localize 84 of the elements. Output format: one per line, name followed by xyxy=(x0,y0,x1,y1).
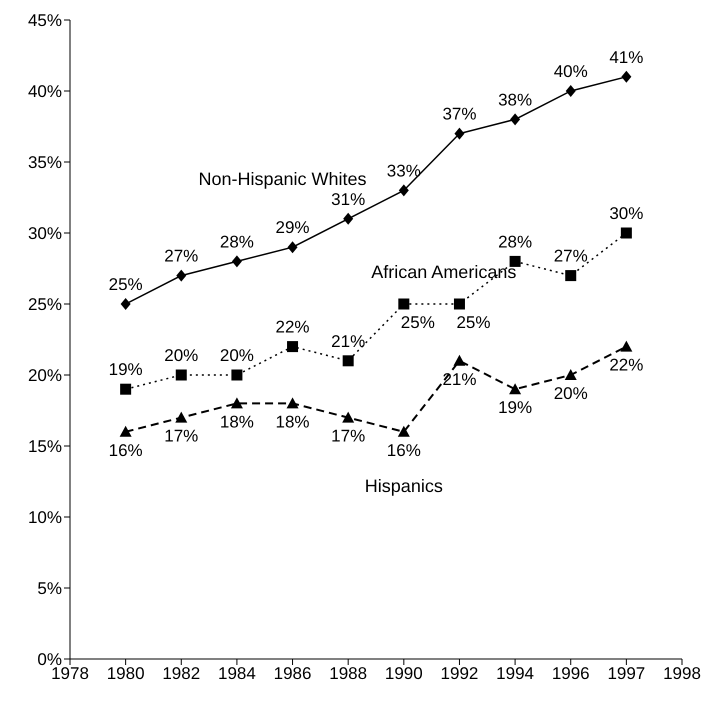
data-label: 21% xyxy=(331,332,366,351)
data-label: 25% xyxy=(400,313,435,332)
data-label: 22% xyxy=(609,356,644,375)
x-tick-label: 1984 xyxy=(218,664,256,684)
series-label: Non-Hispanic Whites xyxy=(198,169,367,190)
data-label: 30% xyxy=(609,204,644,223)
point xyxy=(454,298,465,310)
point xyxy=(566,85,576,97)
data-label: 25% xyxy=(108,275,143,294)
data-label: 17% xyxy=(331,426,366,446)
x-tick-label: 1992 xyxy=(440,664,478,684)
y-tick-label: 35% xyxy=(28,153,62,172)
x-tick-label: 1982 xyxy=(162,664,200,684)
text: Hispanics xyxy=(364,476,443,496)
point xyxy=(398,298,410,310)
data-label: 19% xyxy=(498,398,532,418)
point xyxy=(176,270,186,282)
point xyxy=(230,397,243,408)
data-label: 20% xyxy=(220,346,254,365)
x-tick-label: 1998 xyxy=(663,664,701,684)
data-label: 41% xyxy=(609,48,644,67)
y-tick-label: 45% xyxy=(28,11,62,30)
point xyxy=(454,128,464,140)
point xyxy=(620,340,632,352)
x-tick-label: 1988 xyxy=(329,664,368,684)
point xyxy=(120,426,132,437)
point xyxy=(343,212,354,225)
y-tick-label: 20% xyxy=(28,366,62,386)
point xyxy=(120,384,132,395)
data-label: 16% xyxy=(108,440,143,460)
x-tick-label: 1990 xyxy=(384,664,423,684)
point xyxy=(286,397,299,408)
data-label: 40% xyxy=(554,62,588,81)
point xyxy=(176,370,187,380)
data-label: 22% xyxy=(276,318,310,337)
data-label: 25% xyxy=(456,313,490,332)
y-tick-label: 25% xyxy=(28,295,62,314)
data-label: 28% xyxy=(220,232,254,252)
data-label: 31% xyxy=(331,190,366,209)
y-tick-label: 15% xyxy=(28,437,62,456)
point xyxy=(398,184,409,196)
data-label: 28% xyxy=(498,232,532,252)
x-tick-label: 1986 xyxy=(274,664,312,684)
data-label: 16% xyxy=(386,440,421,460)
data-label: 29% xyxy=(276,218,310,238)
point xyxy=(453,354,466,366)
data-label: 37% xyxy=(442,104,476,124)
data-label: 20% xyxy=(554,384,588,403)
point xyxy=(620,228,632,238)
data-label: 27% xyxy=(164,246,198,266)
x-tick-label: 1994 xyxy=(496,664,534,684)
series-label: African Americans xyxy=(371,262,516,282)
point xyxy=(510,113,520,126)
point xyxy=(120,298,131,310)
x-tick-label: 1978 xyxy=(51,664,89,684)
point xyxy=(398,426,410,437)
data-label: 38% xyxy=(498,90,532,110)
point xyxy=(232,255,242,268)
data-label: 18% xyxy=(276,412,310,432)
y-tick-label: 40% xyxy=(28,82,62,102)
x-tick-label: 1980 xyxy=(106,664,145,684)
data-label: 33% xyxy=(386,161,421,180)
point xyxy=(565,270,576,282)
data-label: 27% xyxy=(554,246,588,266)
y-tick-label: 5% xyxy=(37,579,62,598)
data-label: 21% xyxy=(442,370,476,389)
point xyxy=(509,383,522,394)
point xyxy=(342,412,354,423)
point xyxy=(564,369,577,380)
point xyxy=(231,370,242,380)
data-label: 19% xyxy=(108,360,143,380)
x-tick-label: 1996 xyxy=(552,664,590,684)
point xyxy=(288,241,298,254)
x-tick-label: 1997 xyxy=(607,664,646,684)
point xyxy=(621,70,632,83)
y-tick-label: 10% xyxy=(28,508,62,528)
point xyxy=(287,341,298,352)
data-label: 18% xyxy=(220,412,254,432)
y-tick-label: 30% xyxy=(28,224,62,244)
point xyxy=(175,412,188,423)
data-label: 20% xyxy=(164,346,198,365)
point xyxy=(342,355,354,366)
data-label: 17% xyxy=(164,426,198,446)
point xyxy=(510,256,521,267)
